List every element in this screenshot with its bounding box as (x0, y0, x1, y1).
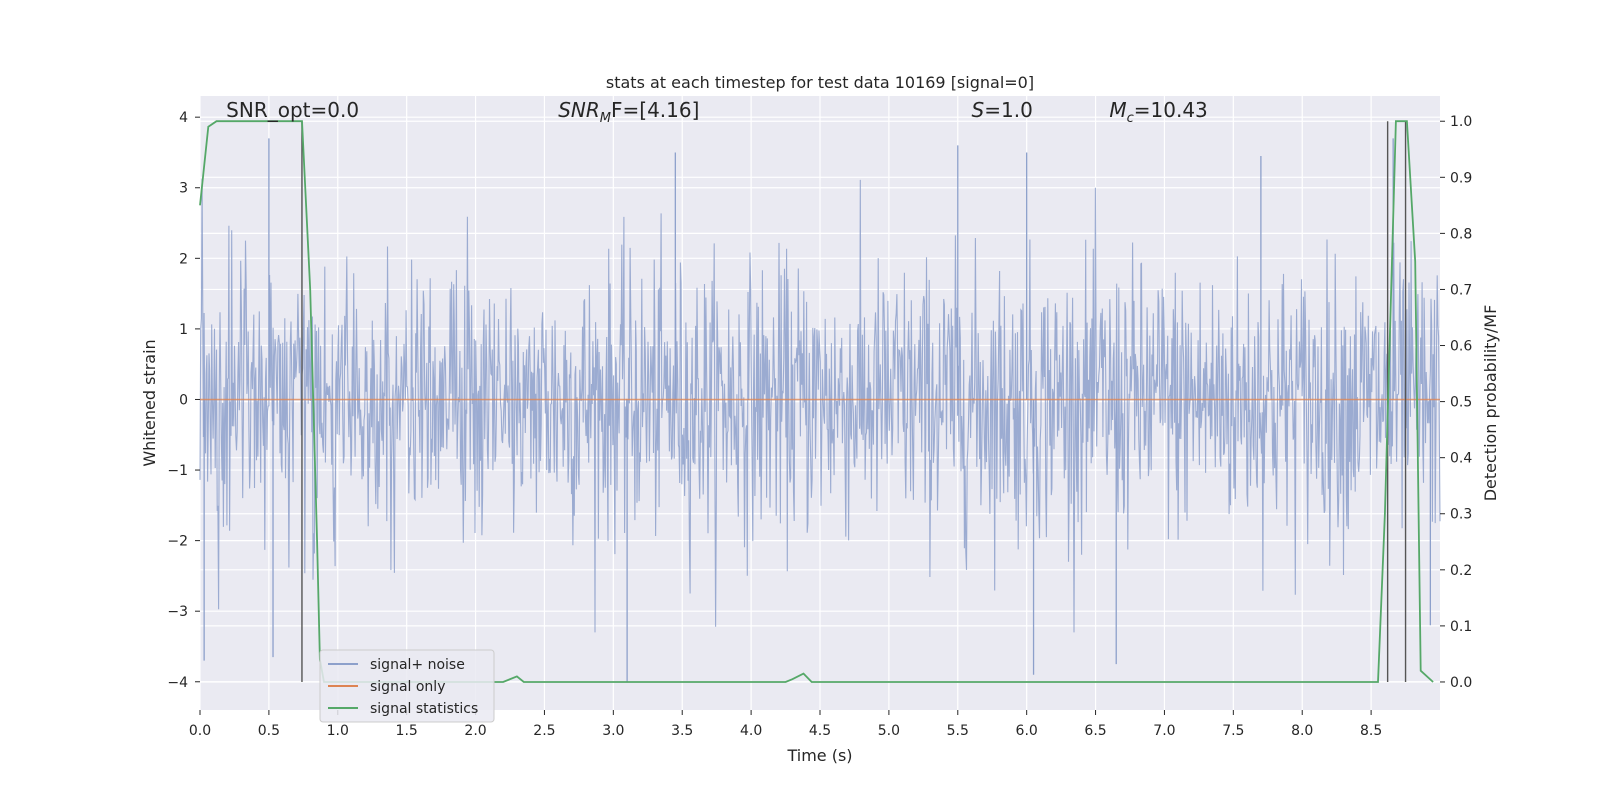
annotation: SNRMF=[4.16] (558, 98, 699, 126)
x-tick-label: 1.0 (327, 723, 349, 739)
annotations: SNR_opt=0.0 SNRMF=[4.16] S=1.0 Mc=10.43 (226, 98, 1208, 126)
x-axis-ticks: 0.0 0.5 1.0 1.5 2.0 2.5 3.0 3.5 4.0 4.5 5.0 5.5 6.0 6… (189, 710, 1382, 739)
x-tick-label: 5.0 (878, 723, 900, 739)
y2-tick-label: 0.8 (1450, 226, 1472, 242)
x-tick-label: 2.0 (464, 723, 486, 739)
annotation: S=1.0 (972, 98, 1033, 122)
x-tick-label: 8.0 (1291, 723, 1313, 739)
y2-axis-ticks: 0.0 0.1 0.2 0.3 0.4 0.5 0.6 0.7 0.8 0.9 1.0 (1440, 114, 1472, 691)
y2-tick-label: 0.1 (1450, 619, 1472, 635)
y2-tick-label: 0.6 (1450, 339, 1472, 355)
legend-label: signal+ noise (370, 657, 465, 673)
y-tick-label: 0 (179, 392, 188, 408)
y-axis-label: Whitened strain (140, 339, 159, 466)
x-tick-label: 4.0 (740, 723, 762, 739)
signal-statistics-series (199, 120, 1434, 683)
legend-box (319, 649, 495, 723)
y-tick-label: 4 (179, 110, 188, 126)
legend: signal+ noise signal only signal statistic… (319, 649, 495, 723)
legend-label: signal statistics (370, 701, 478, 717)
x-tick-label: 6.0 (1016, 723, 1038, 739)
y2-tick-label: 0.4 (1450, 451, 1472, 467)
y2-tick-label: 0.3 (1450, 507, 1472, 523)
y-tick-label: −4 (167, 675, 188, 691)
y-tick-label: −3 (167, 604, 188, 620)
signal-noise-series (199, 138, 1441, 682)
y-tick-label: −1 (167, 463, 188, 479)
y2-tick-label: 0.9 (1450, 170, 1472, 186)
x-tick-label: 8.5 (1360, 723, 1382, 739)
x-tick-label: 1.5 (396, 723, 418, 739)
y-tick-label: 2 (179, 251, 188, 267)
x-tick-label: 3.5 (671, 723, 693, 739)
y-tick-label: 3 (179, 181, 188, 197)
x-tick-label: 3.0 (602, 723, 624, 739)
y-tick-label: −2 (167, 534, 188, 550)
signal-statistics-line (199, 120, 1434, 683)
annotation: SNR_opt=0.0 (226, 98, 359, 122)
signal-noise-line (199, 178, 1441, 633)
x-tick-label: 0.0 (189, 723, 211, 739)
y2-tick-label: 0.2 (1450, 563, 1472, 579)
x-tick-label: 5.5 (947, 723, 969, 739)
x-tick-label: 2.5 (533, 723, 555, 739)
y2-tick-label: 0.7 (1450, 282, 1472, 298)
chart-title: stats at each timestep for test data 101… (606, 73, 1034, 92)
y2-tick-label: 0.5 (1450, 395, 1472, 411)
y2-tick-label: 1.0 (1450, 114, 1472, 130)
y2-tick-label: 0.0 (1450, 675, 1472, 691)
x-tick-label: 7.5 (1222, 723, 1244, 739)
y2-axis-label: Detection probability/MF (1481, 305, 1500, 502)
annotation: Mc=10.43 (1109, 98, 1207, 126)
x-tick-label: 6.5 (1084, 723, 1106, 739)
y-tick-label: 1 (179, 322, 188, 338)
x-tick-label: 0.5 (258, 723, 280, 739)
x-tick-label: 4.5 (809, 723, 831, 739)
x-tick-label: 7.0 (1153, 723, 1175, 739)
x-axis-label: Time (s) (786, 746, 852, 765)
y-axis-ticks: −4 −3 −2 −1 0 1 2 3 4 (167, 110, 200, 691)
legend-label: signal only (370, 679, 445, 695)
